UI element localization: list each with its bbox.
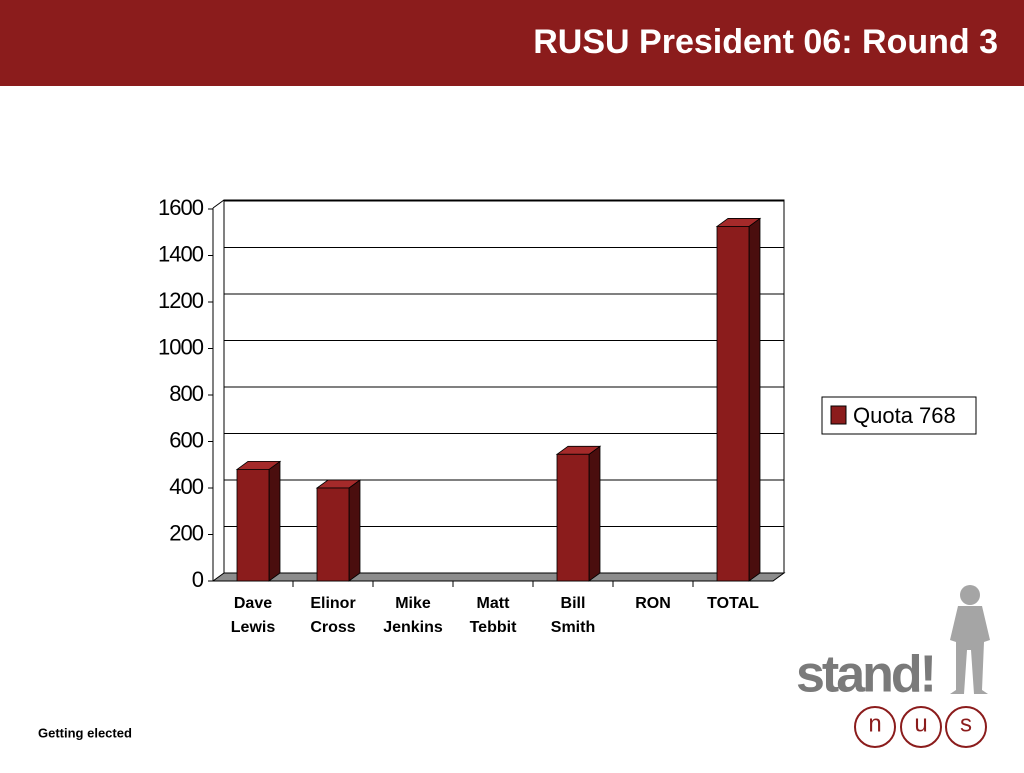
bar-side [748, 217, 761, 582]
y-tick-label: 1000 [158, 334, 204, 359]
y-tick-label: 1200 [158, 288, 204, 313]
y-tick-label: 1400 [158, 241, 204, 266]
bar-side [588, 445, 601, 582]
legend-label: Quota 768 [853, 403, 956, 428]
y-tick-label: 600 [169, 427, 203, 452]
x-tick-label: Matt Tebbit [470, 595, 517, 636]
bar [716, 226, 750, 582]
x-tick-label: Dave Lewis [231, 595, 276, 636]
x-tick-label: Elinor Cross [310, 595, 355, 636]
chart-title: RUSU President 06: Round 3 [533, 23, 998, 61]
bar-side [348, 479, 361, 582]
y-tick-label: 0 [192, 567, 204, 592]
logo-word: stand! [796, 646, 934, 704]
floor [211, 572, 786, 582]
logo-figure [950, 585, 990, 694]
footer: Getting elected [38, 725, 132, 740]
plot: 0 200 400 600 800 1000 1200 1400 1600 Dave Lewis El… [158, 195, 784, 636]
logo-letter: u [914, 710, 927, 737]
x-tick-label: Mike Jenkins [383, 595, 443, 636]
y-tick-label: 400 [169, 474, 203, 499]
header-bar [0, 0, 1024, 86]
x-tick-label: Bill Smith [551, 595, 595, 636]
legend-swatch [830, 405, 847, 425]
axis-edge [212, 199, 225, 209]
x-tick-label: RON [635, 595, 671, 612]
bar [556, 453, 590, 582]
legend-box [821, 396, 977, 435]
logo-circles [854, 706, 987, 748]
bar-side [268, 460, 281, 582]
bar [236, 468, 270, 582]
bar [316, 487, 350, 582]
y-tick-label: 200 [169, 520, 203, 545]
logo-letter: s [960, 710, 972, 737]
y-tick-label: 800 [169, 381, 203, 406]
y-tick-label: 1600 [158, 195, 204, 220]
x-tick-label: TOTAL [707, 595, 759, 612]
logo-letter: n [868, 710, 881, 737]
